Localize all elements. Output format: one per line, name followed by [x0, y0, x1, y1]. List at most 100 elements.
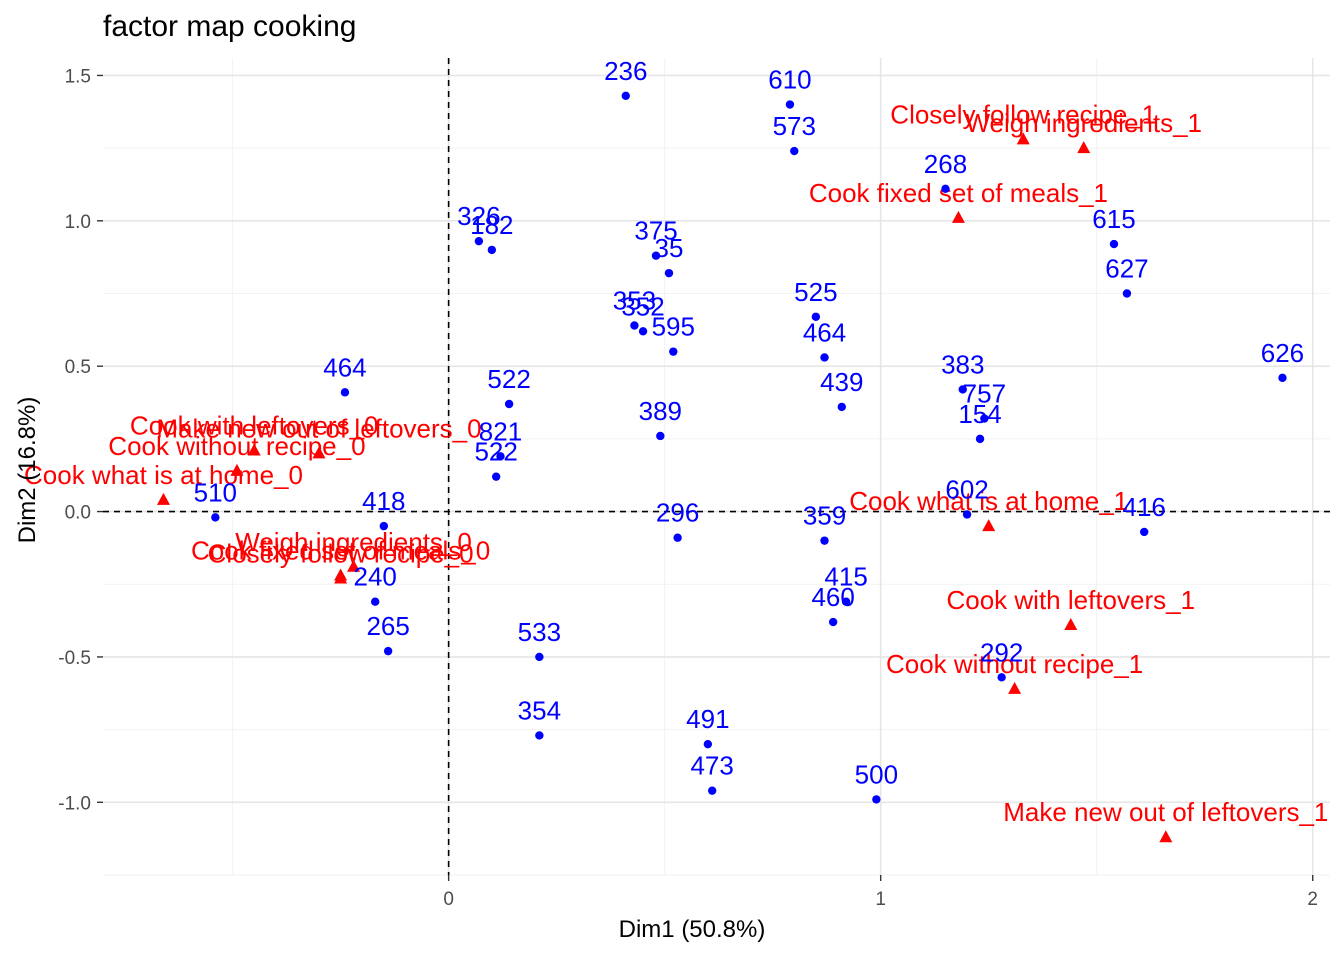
individual-point	[504, 399, 514, 409]
y-axis-ticks: -1.0 -0.5 0.0 0.5 1.0 1.5	[58, 66, 103, 814]
individual-point	[664, 268, 674, 278]
individual-point	[975, 434, 985, 444]
individual-label: 353	[613, 285, 656, 315]
individual-point	[638, 327, 648, 336]
category-marker	[334, 571, 348, 584]
grid-lines	[103, 58, 1330, 876]
individual-point	[340, 388, 350, 397]
category-label: Make new out of leftovers_1	[1003, 797, 1328, 827]
individual-point	[820, 536, 829, 545]
individual-label: 389	[639, 396, 682, 426]
individual-point	[370, 597, 380, 606]
category-marker	[1159, 830, 1173, 843]
individual-point	[1122, 289, 1132, 298]
individual-point	[1109, 239, 1119, 249]
individual-label: 296	[656, 498, 699, 528]
category-marker	[230, 463, 244, 476]
category-label: Cook what is at home_0	[24, 460, 303, 490]
category-label: Cook with leftovers_0	[130, 411, 379, 441]
individual-point	[379, 521, 389, 531]
individual-label: 460	[811, 582, 854, 612]
individual-label: 439	[820, 367, 863, 397]
individual-label: 626	[1261, 338, 1304, 368]
y-tick-label: 0.0	[65, 503, 91, 524]
individual-point	[656, 431, 665, 441]
individual-point	[535, 652, 544, 662]
individual-label: 610	[768, 65, 811, 95]
category-label: Cook with leftovers_1	[946, 585, 1195, 615]
x-tick-label: 1	[875, 889, 886, 910]
individual-point	[962, 510, 972, 519]
x-axis-ticks: 0 1 2	[443, 875, 1318, 910]
individual-label: 491	[686, 704, 729, 734]
individual-label: 265	[366, 611, 409, 641]
individual-label: 354	[518, 695, 561, 725]
individual-label: 415	[824, 562, 867, 592]
category-marker	[156, 492, 170, 505]
category-label: Cook without recipe_1	[886, 649, 1143, 679]
y-axis-label: Dim2 (16.8%)	[14, 396, 41, 544]
category-marker	[951, 210, 965, 223]
individual-point	[785, 100, 795, 109]
individual-point	[820, 353, 829, 362]
individual-label: 500	[855, 759, 898, 789]
individual-label: 236	[604, 56, 647, 86]
individual-label: 352	[621, 291, 664, 321]
category-marker	[1077, 141, 1091, 154]
category-label: Weigh ingredients_0	[235, 527, 472, 557]
x-tick-label: 0	[443, 889, 454, 910]
individual-points: 2365736102681823263537535235359561562746…	[194, 56, 1304, 804]
reference-lines	[103, 58, 1330, 875]
individual-point	[487, 245, 497, 255]
individual-label: 464	[803, 317, 846, 347]
individual-point	[651, 251, 661, 260]
individual-point	[811, 312, 821, 321]
category-label: Make new out of leftovers_0	[156, 413, 481, 443]
individual-label: 522	[487, 364, 530, 394]
individual-label: 418	[362, 486, 405, 516]
individual-label: 268	[924, 149, 967, 179]
individual-point	[790, 146, 799, 156]
individual-label: 383	[941, 349, 984, 379]
y-tick-label: -0.5	[58, 648, 91, 669]
y-tick-label: 1.5	[65, 66, 91, 87]
individual-point	[703, 739, 713, 749]
individual-point	[941, 184, 950, 194]
individual-point	[872, 795, 881, 804]
individual-point	[958, 385, 967, 394]
individual-point	[535, 731, 544, 740]
individual-label: 533	[518, 617, 561, 647]
individual-point	[1278, 373, 1287, 383]
individual-label: 615	[1092, 204, 1135, 234]
individual-point	[673, 533, 682, 542]
category-marker	[1016, 132, 1030, 145]
individual-point	[383, 646, 393, 656]
individual-label: 292	[980, 637, 1023, 667]
y-tick-label: -1.0	[58, 793, 91, 814]
individual-label: 525	[794, 277, 837, 307]
individual-label: 154	[958, 399, 1001, 429]
individual-label: 359	[803, 501, 846, 531]
individual-point	[211, 513, 220, 522]
category-marker	[982, 519, 996, 532]
individual-point	[621, 91, 630, 100]
individual-point	[491, 472, 501, 481]
individual-label: 473	[690, 751, 733, 781]
chart-title: factor map cooking	[103, 10, 357, 43]
individual-point	[669, 347, 678, 356]
individual-point	[997, 673, 1006, 682]
individual-label: 573	[773, 111, 816, 141]
individual-label: 416	[1123, 492, 1166, 522]
individual-label: 627	[1105, 254, 1148, 284]
category-label: Cook fixed set of meals_0	[191, 536, 490, 566]
individual-point	[496, 452, 505, 461]
individual-point	[837, 402, 846, 412]
category-marker	[1008, 681, 1022, 694]
category-label: Weigh ingredients_1	[965, 108, 1202, 138]
individual-label: 602	[945, 474, 988, 504]
individual-label: 464	[323, 352, 366, 382]
individual-point	[707, 786, 717, 795]
individual-point	[1140, 527, 1149, 537]
